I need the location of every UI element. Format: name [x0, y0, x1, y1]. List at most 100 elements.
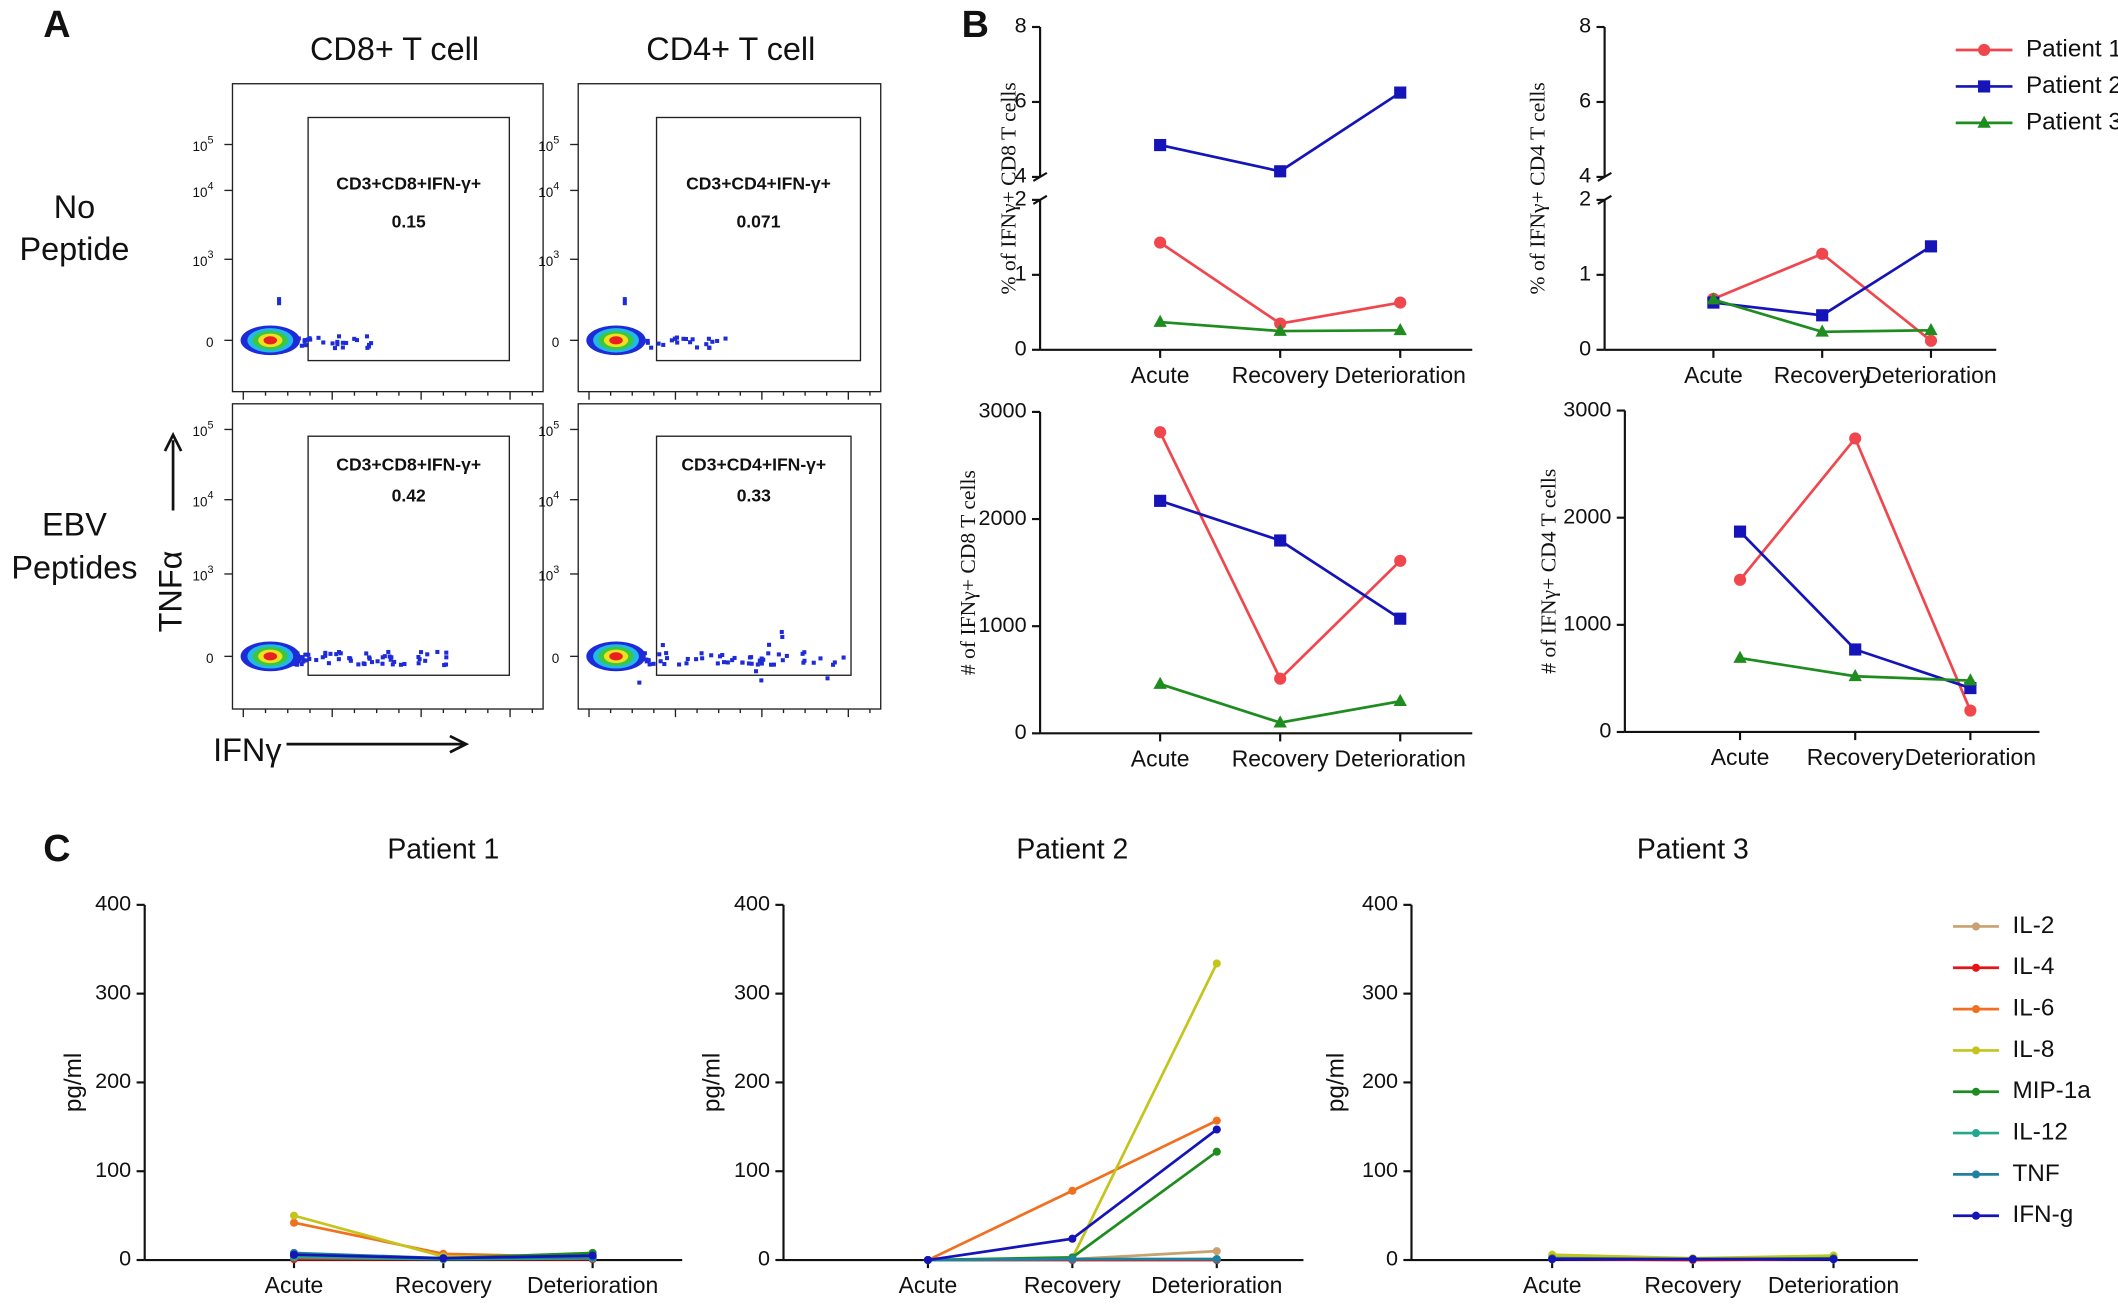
event-dot [388, 657, 393, 662]
x-tick-label: Recovery [1232, 362, 1329, 388]
event-dot [801, 660, 806, 665]
flow-tick-label: 0 [206, 335, 214, 350]
gate-value: 0.42 [392, 486, 426, 506]
y-tick-label: 1 [1015, 261, 1027, 286]
x-tick-label: Deterioration [1905, 744, 2036, 770]
event-dot [784, 653, 789, 658]
y-tick-label: 0 [1015, 335, 1027, 360]
event-dot [328, 651, 333, 656]
tick-exp: 5 [208, 419, 214, 431]
tick-base: 10 [193, 254, 208, 269]
event-dot [340, 345, 345, 350]
event-dot [675, 340, 680, 345]
event-dot [669, 338, 674, 343]
x-tick-label: Acute [1131, 745, 1190, 771]
gate [655, 116, 862, 362]
point [1733, 650, 1747, 663]
tick-exp: 3 [553, 564, 559, 576]
event-dot [685, 656, 690, 662]
series-line [1159, 241, 1401, 325]
y-tick-label: 2000 [979, 505, 1027, 530]
point [1977, 115, 1991, 128]
point [1154, 426, 1167, 439]
event-dot [831, 662, 836, 667]
event-dot [356, 662, 361, 667]
row-label: No [54, 189, 95, 225]
point [1971, 1129, 1981, 1138]
flow-tick-label: 103 [193, 564, 214, 583]
point [1212, 1255, 1221, 1264]
tick-exp: 4 [553, 180, 559, 192]
event-dot [746, 661, 751, 666]
series-line [1158, 431, 1402, 681]
tick-exp: 3 [208, 249, 214, 261]
point [1068, 1255, 1077, 1264]
event-dot [320, 655, 325, 660]
event-dot [704, 342, 709, 347]
gate-label: CD3+CD4+IFN-γ+ [686, 174, 831, 194]
point [1971, 1170, 1981, 1179]
point [1212, 1116, 1221, 1125]
event-dot [720, 652, 725, 658]
x-tick-label: Recovery [1024, 1272, 1121, 1298]
gate [655, 435, 852, 676]
legend-label: IL-12 [2012, 1119, 2067, 1146]
event-dot [326, 661, 331, 666]
tick-base: 10 [538, 568, 553, 583]
event-dot [757, 658, 762, 663]
x-tick-label: Recovery [395, 1272, 492, 1298]
point [1849, 643, 1862, 656]
point [1706, 292, 1721, 305]
point [289, 1211, 299, 1220]
event-dot [303, 652, 308, 657]
event-dot [303, 343, 308, 348]
event-dot [299, 662, 304, 667]
event-dot [402, 661, 407, 667]
event-dot [684, 661, 689, 666]
point [439, 1254, 448, 1263]
event-dot [800, 651, 805, 656]
event-dot [375, 659, 380, 664]
flow-tick-label: 0 [552, 335, 560, 350]
x-tick-label: Acute [1711, 744, 1770, 770]
flow-tick-label: 104 [538, 180, 559, 199]
y-axis-label: % of IFNγ+ CD8 T cells [996, 82, 1020, 294]
x-tick-label: Recovery [1807, 744, 1904, 770]
flow-tick-label: 103 [193, 249, 214, 268]
y-axis-label: pg/ml [1323, 1053, 1350, 1112]
event-dot [344, 340, 349, 345]
event-dot [688, 340, 693, 345]
event-dot [646, 658, 651, 663]
event-dot [818, 656, 823, 661]
event-dot [723, 336, 728, 341]
event-dot [306, 652, 311, 657]
y-tick-label: 0 [758, 1246, 770, 1271]
event-dot [649, 345, 654, 350]
event-dot [299, 343, 304, 348]
point [1274, 165, 1287, 178]
event-dot [767, 642, 772, 647]
point [1212, 1125, 1221, 1134]
y-tick-label: 0 [119, 1246, 131, 1271]
event-dot [334, 652, 339, 657]
point [1154, 236, 1167, 249]
legend-label: IL-4 [2012, 953, 2054, 980]
y-tick-label: 3000 [1563, 396, 1611, 421]
series-line [1159, 499, 1401, 620]
x-tick-label: Acute [1131, 362, 1190, 388]
point [1394, 86, 1407, 99]
series-line [927, 1150, 1218, 1262]
y-tick-label: 0 [1386, 1246, 1398, 1271]
point [1154, 138, 1167, 152]
event-dot [416, 661, 421, 666]
event-dot [766, 651, 771, 656]
point [1816, 247, 1829, 260]
event-dot [707, 345, 712, 350]
event-dot [301, 659, 306, 664]
event-dot [336, 334, 342, 339]
y-axis-label: # of IFNγ+ CD8 T cells [956, 470, 980, 675]
event-dot [444, 650, 449, 655]
event-dot [664, 656, 670, 661]
legend-label: MIP-1a [2012, 1077, 2091, 1104]
